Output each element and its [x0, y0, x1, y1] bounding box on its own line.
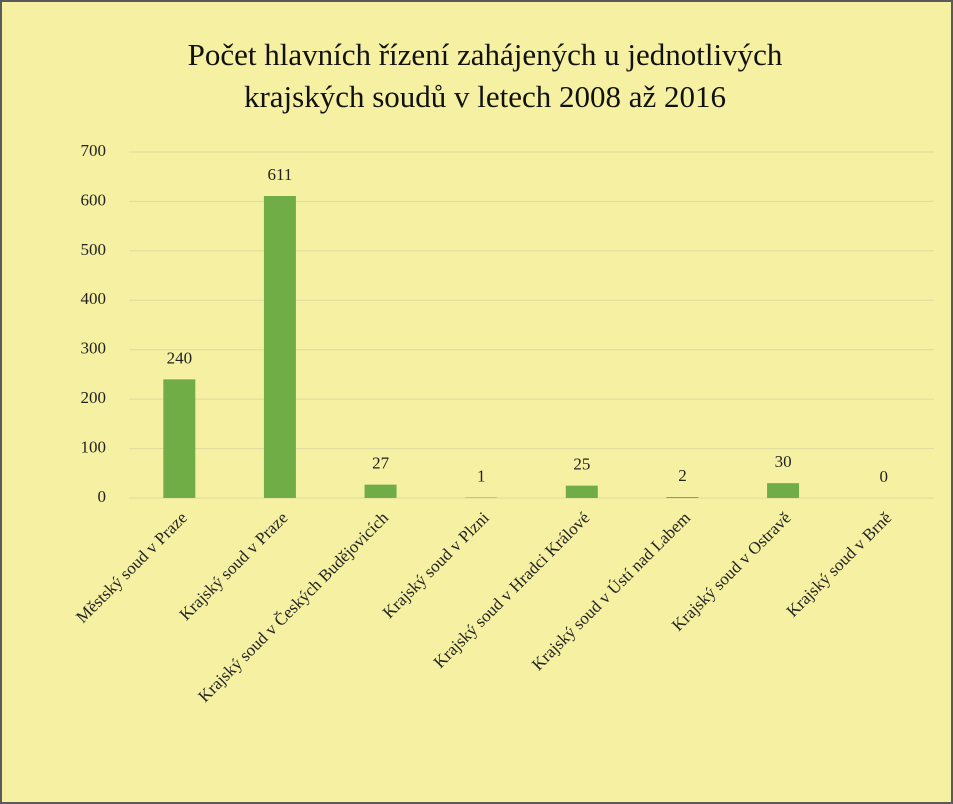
y-tick-label: 0: [98, 487, 107, 506]
y-tick-label: 700: [81, 141, 107, 160]
data-label: 611: [268, 165, 293, 184]
y-tick-label: 200: [81, 388, 107, 407]
y-tick-label: 100: [81, 437, 107, 456]
bar: [163, 379, 196, 498]
bar: [565, 485, 598, 498]
data-label: 1: [477, 466, 486, 485]
bar: [364, 484, 397, 498]
y-tick-label: 600: [81, 190, 107, 209]
y-tick-label: 500: [81, 240, 107, 259]
y-tick-label: 400: [81, 289, 107, 308]
chart-title: Počet hlavních řízení zahájených u jedno…: [188, 37, 783, 72]
data-label: 25: [573, 455, 590, 474]
data-label: 30: [775, 452, 792, 471]
bar: [767, 483, 800, 498]
data-label: 240: [167, 348, 193, 367]
data-label: 0: [879, 467, 888, 486]
data-label: 27: [372, 454, 390, 473]
chart-title: krajských soudů v letech 2008 až 2016: [244, 79, 726, 114]
bar: [666, 497, 699, 498]
y-tick-label: 300: [81, 339, 107, 358]
data-label: 2: [678, 466, 687, 485]
bar: [263, 195, 296, 498]
